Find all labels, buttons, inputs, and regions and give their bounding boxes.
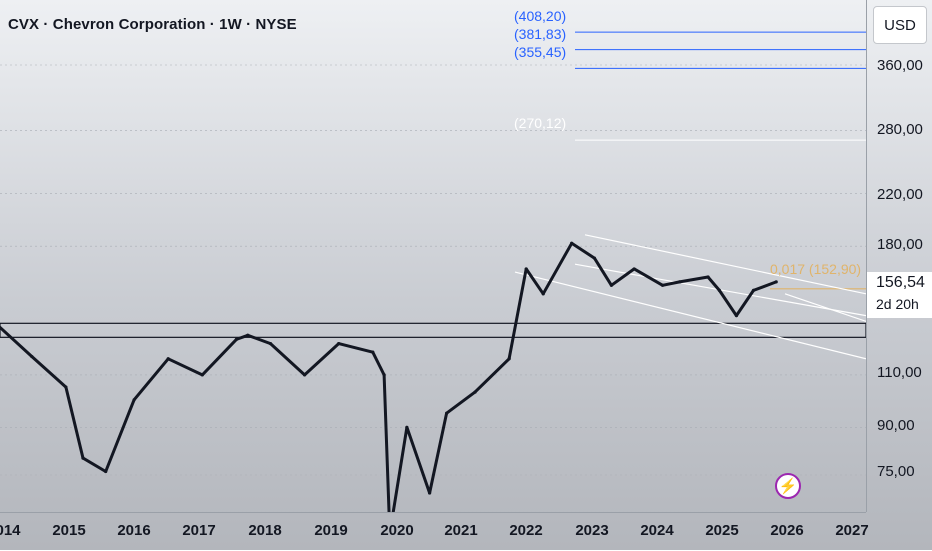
- year-label: 2016: [117, 522, 151, 539]
- lightning-bolt-icon[interactable]: ⚡: [775, 473, 801, 499]
- channel-trendline: [514, 271, 866, 360]
- price-point: [632, 267, 636, 271]
- price-point: [592, 256, 596, 260]
- price-point: [337, 341, 341, 346]
- price-point: [507, 357, 511, 361]
- price-point: [706, 275, 710, 279]
- price-point: [234, 337, 238, 341]
- price-point: [678, 280, 682, 284]
- support-zone: [0, 322, 866, 338]
- last-price-tag: 156,54 2d 20h: [867, 272, 932, 318]
- level-label-408: (408,20): [514, 8, 567, 24]
- chart-title: CVX · Chevron Corporation · 1W · NYSE: [8, 16, 297, 33]
- price-point: [30, 354, 34, 359]
- currency-button[interactable]: USD: [873, 6, 927, 44]
- price-point: [660, 283, 665, 287]
- price-tick: 220,00: [877, 186, 923, 203]
- year-label: 2020: [380, 522, 414, 539]
- fib-level-label: 0,017 (152,90): [770, 261, 862, 277]
- level-label-355: (355,45): [514, 44, 567, 60]
- price-point: [371, 350, 375, 354]
- year-label: 2024: [640, 522, 674, 539]
- channel-trendline: [784, 293, 866, 322]
- price-point: [200, 373, 204, 377]
- price-chart[interactable]: [0, 0, 866, 512]
- last-price-value: 156,54: [876, 274, 925, 291]
- price-series-line: [0, 241, 777, 512]
- price-point: [570, 241, 574, 245]
- level-label-270: (270,12): [514, 115, 567, 131]
- year-label: 2022: [509, 522, 543, 539]
- price-point: [445, 411, 449, 415]
- year-label: 2017: [182, 522, 216, 539]
- price-point: [268, 341, 273, 346]
- time-axis[interactable]: 014 2015 2016 2017 2018 2019 2020 2021 2…: [0, 512, 869, 551]
- price-point: [132, 398, 136, 402]
- price-point: [246, 333, 250, 337]
- year-label: 014: [0, 522, 21, 539]
- year-label: 2026: [770, 522, 804, 539]
- year-label: 2027: [835, 522, 869, 539]
- price-point: [473, 390, 477, 394]
- year-label: 2018: [248, 522, 282, 539]
- price-point: [302, 373, 307, 377]
- price-point: [64, 385, 68, 389]
- price-point: [405, 425, 409, 429]
- price-tick: 360,00: [877, 57, 923, 74]
- price-tick: 110,00: [877, 364, 922, 381]
- price-axis[interactable]: USD 360,00 280,00 220,00 180,00 110,00 9…: [866, 0, 932, 512]
- bar-countdown: 2d 20h: [876, 296, 919, 312]
- price-point: [734, 314, 739, 318]
- level-label-381: (381,83): [514, 26, 567, 42]
- price-tick: 180,00: [877, 236, 923, 253]
- price-tick: 75,00: [877, 463, 915, 480]
- price-point: [524, 267, 528, 271]
- channel-trendline: [584, 234, 866, 295]
- price-point: [382, 373, 386, 377]
- price-point: [81, 456, 85, 460]
- price-point: [609, 283, 614, 287]
- price-tick: 90,00: [877, 417, 915, 434]
- year-label: 2019: [314, 522, 348, 539]
- price-point: [717, 288, 721, 292]
- price-point: [427, 491, 432, 495]
- year-label: 2025: [705, 522, 739, 539]
- year-label: 2023: [575, 522, 609, 539]
- price-point: [166, 357, 170, 361]
- price-point: [774, 280, 778, 284]
- price-tick: 280,00: [877, 121, 923, 138]
- price-point: [751, 288, 756, 292]
- price-point: [541, 292, 545, 296]
- year-label: 2021: [444, 522, 478, 539]
- year-label: 2015: [52, 522, 86, 539]
- price-point: [104, 469, 108, 474]
